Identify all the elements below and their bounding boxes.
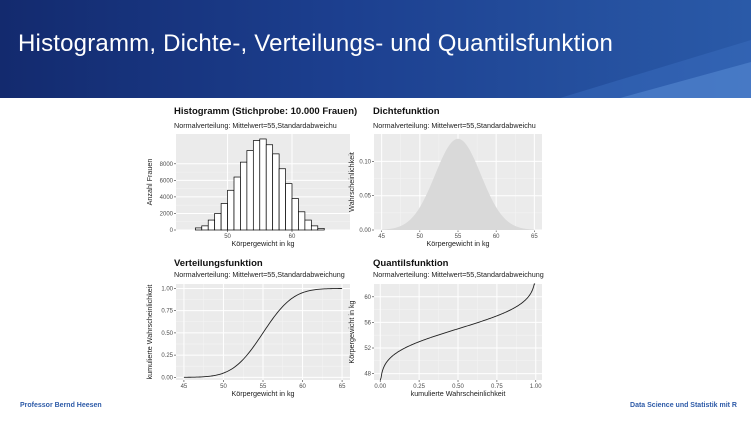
footer-course: Data Science und Statistik mit R [630,402,737,409]
x-tick-label: 0.50 [452,384,464,390]
cdf-chart: 45 50 55 60 65 0.00 0.25 0.50 0.75 1.00 Körpergewi… [145,284,350,398]
x-tick-label: 65 [531,234,538,240]
histogram-bar [227,189,235,231]
quantile-chart: 0.00 0.25 0.50 0.75 1.00 48 52 56 60 kumulierte W… [347,283,542,398]
x-axis-label: kumulierte Wahrscheinlichkeit [411,389,506,398]
x-tick-label: 55 [260,384,267,390]
x-tick-label: 65 [339,384,346,390]
y-tick-label: 52 [364,346,371,352]
x-tick-label: 45 [181,384,188,390]
histogram-bar [240,161,248,231]
histogram-bar [201,225,209,231]
histogram-bar [252,140,261,231]
histogram-bar [317,227,325,231]
histogram-bar [246,150,254,231]
y-tick-label: 2000 [160,211,174,217]
y-tick-label: 4000 [160,195,174,201]
header-decoration [560,40,751,98]
x-tick-label: 50 [220,384,227,390]
density-title: Dichtefunktion [373,106,440,117]
y-tick-label: 56 [364,320,371,326]
x-tick-label: 45 [378,234,385,240]
density-chart: 45 50 55 60 65 0.00 0.05 0.10 Körpergewicht in k… [347,134,542,248]
x-tick-label: 60 [289,234,296,240]
y-tick-label: 0.10 [359,159,371,165]
histogram-bar [272,153,280,231]
histogram-bar [291,198,299,231]
histogram-bar [259,138,267,231]
y-axis-label: Anzahl Frauen [145,159,154,206]
histogram-chart: 50 60 0 2000 4000 6000 8000 Körpergewicht in kg… [145,134,350,248]
x-tick-label: 50 [416,234,423,240]
density-area [381,138,535,230]
x-tick-label: 55 [455,234,462,240]
y-tick-label: 0.00 [161,375,173,381]
x-tick-label: 50 [224,234,231,240]
x-tick-label: 1.00 [530,384,542,390]
histogram-bar [298,211,306,231]
y-tick-label: 8000 [160,162,174,168]
x-tick-label: 0.00 [374,384,386,390]
y-tick-label: 0.05 [359,194,371,200]
footer-author: Professor Bernd Heesen [20,402,102,409]
x-tick-label: 60 [299,384,306,390]
histogram-title: Histogramm (Stichprobe: 10.000 Frauen) [174,106,358,117]
x-tick-label: 60 [493,234,500,240]
x-axis-label: Körpergewicht in kg [231,389,294,398]
x-axis-label: Körpergewicht in kg [231,239,294,248]
histogram-bar [214,213,222,231]
histogram-subtitle: Normalverteilung: Mittelwert=55,Standard… [174,121,337,130]
y-axis-label: Wahrscheinlichkeit [347,152,356,212]
y-tick-label: 0.75 [161,309,173,315]
y-tick-label: 0.00 [359,228,371,234]
cdf-line [183,288,343,378]
y-tick-label: 0.50 [161,331,173,337]
x-tick-label: 0.25 [413,384,425,390]
histogram-bar [233,176,241,231]
y-tick-label: 48 [364,372,371,378]
y-tick-label: 1.00 [161,286,173,292]
histogram-bar [265,144,274,231]
histogram-bar [207,219,216,231]
x-tick-label: 0.75 [491,384,503,390]
quantile-subtitle: Normalverteilung: Mittelwert=55,Standard… [373,270,544,279]
histogram-bar [194,227,203,231]
histogram-bar [310,225,319,231]
y-axis-label: Körpergewicht in kg [347,300,356,363]
quantile-title: Quantilsfunktion [373,258,449,269]
density-subtitle: Normalverteilung: Mittelwert=55,Standard… [373,121,536,130]
y-axis-label: kumulierte Wahrscheinlichkeit [145,285,154,380]
slide-header: Histogramm, Dichte-, Verteilungs- und Qu… [0,0,751,98]
y-tick-label: 6000 [160,178,174,184]
histogram-bar [220,203,228,231]
cdf-title: Verteilungsfunktion [174,258,263,269]
histogram-bar [304,219,312,231]
quantile-line [379,283,536,381]
y-tick-label: 0.25 [161,353,173,359]
y-tick-label: 0 [170,228,174,234]
slide-title: Histogramm, Dichte-, Verteilungs- und Qu… [18,30,614,57]
x-axis-label: Körpergewicht in kg [426,239,489,248]
histogram-bar [285,183,293,231]
y-tick-label: 60 [364,295,371,301]
cdf-subtitle: Normalverteilung: Mittelwert=55,Standard… [174,270,345,279]
histogram-bar [278,168,286,231]
